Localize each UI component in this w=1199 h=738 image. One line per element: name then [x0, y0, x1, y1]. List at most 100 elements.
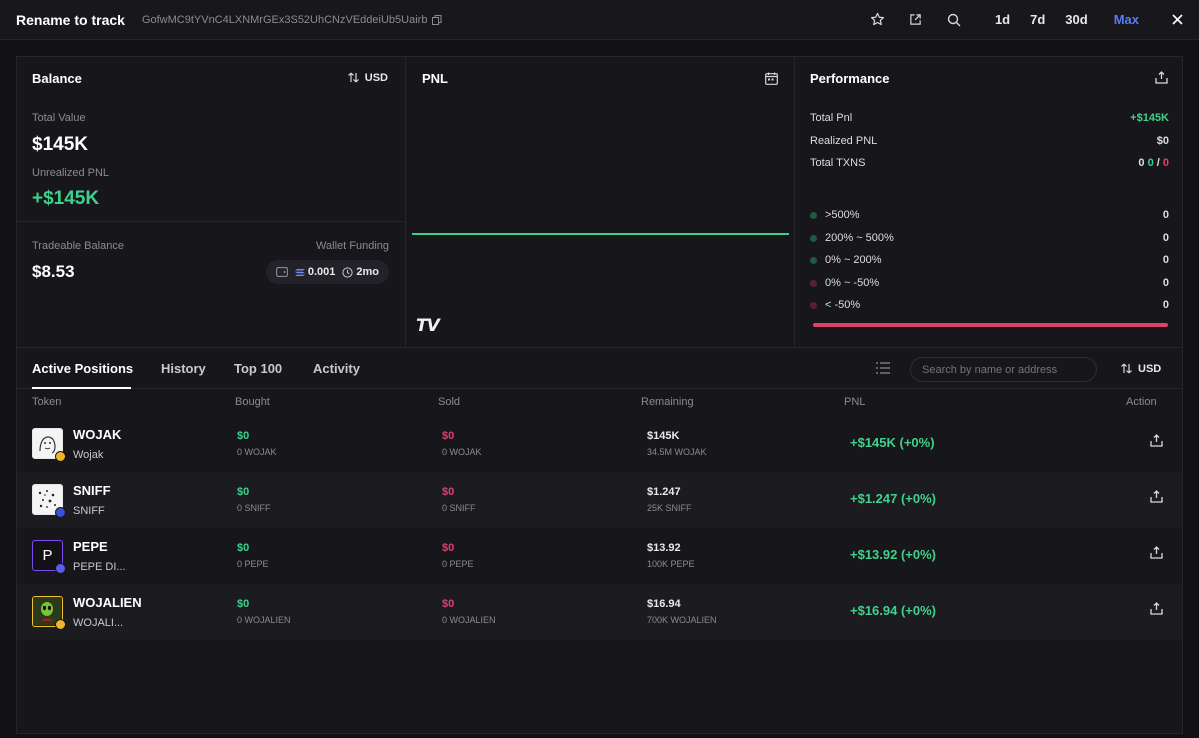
bucket-label: 200% ~ 500%	[825, 232, 894, 244]
table-row[interactable]: WOJALIEN WOJALI... $0 0 WOJALIEN $0 0 WO…	[17, 584, 1182, 640]
share-icon[interactable]	[1150, 602, 1163, 615]
tab-activity[interactable]: Activity	[313, 361, 360, 376]
bought-value: $0	[237, 542, 250, 554]
table-currency-toggle[interactable]: USD	[1120, 362, 1161, 375]
total-value-label: Total Value	[32, 112, 86, 124]
chain-badge	[55, 451, 66, 462]
tab-history[interactable]: History	[161, 361, 206, 376]
token-symbol[interactable]: WOJALIEN	[73, 595, 142, 610]
top-bar: Rename to track GofwMC9tYVnC4LXNMrGEx3S5…	[0, 0, 1199, 40]
bucket-label: < -50%	[825, 299, 861, 311]
bucket-row: 0% ~ -50% 0	[810, 277, 1169, 289]
wallet-address[interactable]: GofwMC9tYVnC4LXNMrGEx3S52UhCNzVEddeiUb5U…	[142, 14, 443, 26]
funding-amount-text: 0.001	[307, 266, 336, 278]
txns-sells: 0	[1162, 157, 1169, 169]
funding-age-text: 2mo	[356, 266, 379, 278]
remaining-qty: 100K PEPE	[647, 559, 695, 569]
balance-divider	[17, 221, 406, 222]
share-icon[interactable]	[1150, 490, 1163, 503]
balance-title: Balance	[32, 71, 82, 86]
total-txns-row: Total TXNS 0 0 / 0	[810, 157, 1169, 169]
token-symbol[interactable]: WOJAK	[73, 427, 122, 442]
bucket-row: 0% ~ 200% 0	[810, 254, 1169, 266]
funding-age: 2mo	[342, 266, 379, 278]
wallet-funding-label: Wallet Funding	[316, 240, 389, 252]
token-name: PEPE DI...	[73, 561, 126, 573]
bought-qty: 0 WOJAK	[237, 447, 277, 457]
tradingview-logo: TV	[416, 316, 440, 336]
performance-title: Performance	[810, 71, 890, 86]
sold-qty: 0 PEPE	[442, 559, 474, 569]
total-pnl-row: Total Pnl +$145K	[810, 112, 1169, 124]
timeframe-30d[interactable]: 30d	[1065, 12, 1088, 27]
total-pnl-value: +$145K	[1130, 112, 1169, 124]
col-token: Token	[32, 396, 62, 408]
col-sold: Sold	[438, 396, 461, 408]
main-card: Balance USD Total Value $145K Unrealized…	[16, 56, 1183, 734]
table-row[interactable]: P PEPE PEPE DI... $0 0 PEPE $0 0 PEPE $1…	[17, 528, 1182, 584]
tab-active-positions[interactable]: Active Positions	[32, 361, 134, 376]
active-tab-underline	[32, 387, 131, 389]
positions-tabs: Active Positions History Top 100 Activit…	[17, 347, 1182, 389]
bought-value: $0	[237, 430, 250, 442]
pnl-value: +$145K (+0%)	[850, 435, 935, 450]
token-name: SNIFF	[73, 505, 105, 517]
wallet-funding-pill[interactable]: 0.001 2mo	[265, 260, 389, 284]
address-text: GofwMC9tYVnC4LXNMrGEx3S52UhCNzVEddeiUb5U…	[141, 13, 428, 26]
table-currency-label: USD	[1138, 362, 1162, 375]
wallet-title[interactable]: Rename to track	[16, 11, 125, 28]
balance-panel: Balance USD Total Value $145K Unrealized…	[17, 57, 406, 347]
bucket-value: 0	[1162, 232, 1169, 244]
close-icon[interactable]	[1172, 14, 1183, 25]
pnl-panel: PNL TV	[406, 57, 795, 347]
bought-value: $0	[237, 486, 250, 498]
currency-label: USD	[364, 71, 388, 84]
unrealized-value: +$145K	[32, 188, 100, 209]
remaining-value: $1.247	[647, 486, 681, 498]
bucket-dot	[810, 257, 817, 264]
timeframe-7d[interactable]: 7d	[1030, 12, 1046, 27]
search-input[interactable]	[910, 357, 1097, 382]
table-row[interactable]: SNIFF SNIFF $0 0 SNIFF $0 0 SNIFF $1.247…	[17, 472, 1182, 528]
sold-qty: 0 SNIFF	[442, 503, 476, 513]
timeframe-1d[interactable]: 1d	[994, 12, 1011, 27]
bucket-dot	[810, 212, 817, 219]
bucket-row: >500% 0	[810, 209, 1169, 221]
bucket-row: < -50% 0	[810, 299, 1169, 311]
token-symbol[interactable]: PEPE	[73, 539, 108, 554]
copy-icon[interactable]	[432, 14, 442, 25]
token-name: WOJALI...	[73, 617, 124, 629]
sold-qty: 0 WOJALIEN	[442, 615, 496, 625]
bucket-label: 0% ~ 200%	[825, 254, 882, 266]
bucket-label: 0% ~ -50%	[825, 277, 880, 289]
token-symbol[interactable]: SNIFF	[73, 483, 111, 498]
bucket-dot	[810, 235, 817, 242]
pnl-title: PNL	[422, 71, 448, 86]
sold-value: $0	[442, 598, 455, 610]
unrealized-label: Unrealized PNL	[32, 167, 110, 179]
currency-toggle[interactable]: USD	[347, 71, 388, 84]
pnl-value: +$16.94 (+0%)	[850, 603, 937, 618]
wallet-icon	[275, 267, 288, 277]
chain-badge	[55, 563, 66, 574]
tab-top-100[interactable]: Top 100	[234, 361, 283, 376]
col-bought: Bought	[235, 396, 270, 408]
bucket-row: 200% ~ 500% 0	[810, 232, 1169, 244]
calendar-icon[interactable]	[765, 72, 778, 85]
list-filter-icon[interactable]	[876, 362, 890, 374]
external-link-icon[interactable]	[897, 0, 935, 40]
star-icon[interactable]	[859, 0, 897, 40]
txns-buys: 0	[1147, 157, 1154, 169]
table-row[interactable]: WOJAK Wojak $0 0 WOJAK $0 0 WOJAK $145K …	[17, 416, 1182, 472]
realized-pnl-row: Realized PNL $0	[810, 135, 1169, 147]
remaining-qty: 34.5M WOJAK	[647, 447, 707, 457]
share-icon[interactable]	[1155, 71, 1168, 84]
share-icon[interactable]	[1150, 546, 1163, 559]
pnl-line	[412, 233, 789, 235]
share-icon[interactable]	[1150, 434, 1163, 447]
tradeable-label: Tradeable Balance	[32, 240, 124, 252]
timeframe-max[interactable]: Max	[1113, 12, 1139, 27]
pnl-value: +$1.247 (+0%)	[850, 491, 937, 506]
search-icon[interactable]	[935, 0, 973, 40]
bucket-dot	[810, 302, 817, 309]
